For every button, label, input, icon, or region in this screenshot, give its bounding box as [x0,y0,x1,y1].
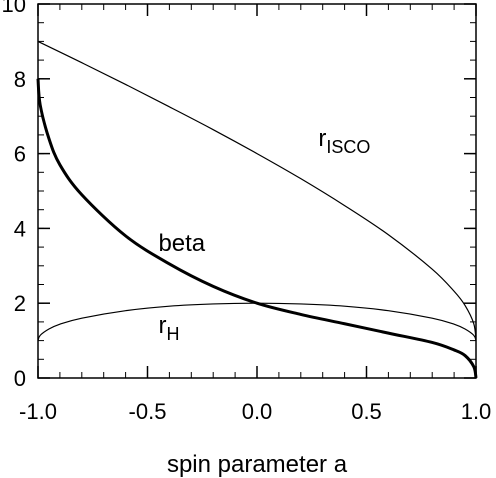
curve-label-main: beta [158,230,205,257]
plot-frame [37,3,477,379]
x-tick-label: -0.5 [129,399,167,424]
y-tick-label: 0 [14,366,26,391]
series-line-beta [36,78,478,379]
tick-labels: -1.0 -0.5 0.0 0.5 1.0 0 2 4 6 8 10 [2,0,492,424]
curve-label-rh: rH [158,312,179,344]
curve-label-subscript: H [166,324,179,344]
curve-label-subscript: ISCO [326,137,370,157]
y-tick-label: 2 [14,291,26,316]
x-tick-label: -1.0 [19,399,57,424]
curve-label-main: r [158,312,166,339]
curve-label-risco: rISCO [318,125,370,157]
y-tick-label: 6 [14,142,26,167]
y-tick-label: 8 [14,67,26,92]
y-tick-label: 4 [14,216,26,241]
y-tick-label: 10 [2,0,26,17]
x-axis-title: spin parameter a [167,451,348,478]
curve-label-beta: beta [158,230,205,257]
x-tick-label: 0.5 [351,399,382,424]
curve-label-main: r [318,125,326,152]
x-tick-label: 0.0 [242,399,273,424]
tick-marks [37,3,477,379]
series-line-rh [37,302,477,341]
series-line-risco [37,40,477,341]
data-curves [36,40,478,379]
x-tick-label: 1.0 [461,399,492,424]
